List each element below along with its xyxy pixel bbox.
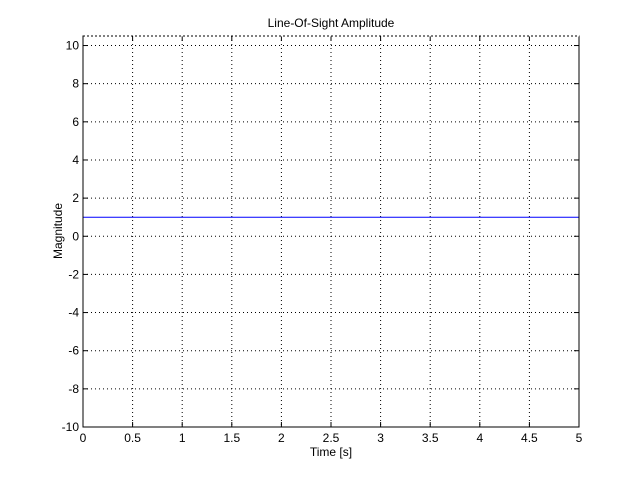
y-tick-label: 10 — [66, 39, 80, 53]
x-tick-label: 4 — [476, 431, 483, 445]
x-tick-label: 2 — [278, 431, 285, 445]
x-tick-label: 1.5 — [223, 431, 240, 445]
x-tick-label: 5 — [576, 431, 583, 445]
tick-marks — [82, 35, 580, 428]
y-tick-label: -6 — [68, 344, 79, 358]
x-tick-label: 3.5 — [422, 431, 439, 445]
y-tick-label: -8 — [68, 382, 79, 396]
y-axis-label: Magnitude — [51, 203, 65, 259]
y-tick-label: 0 — [72, 229, 79, 243]
x-tick-label: 0 — [80, 431, 87, 445]
x-tick-label: 3 — [377, 431, 384, 445]
y-tick-label: 8 — [72, 77, 79, 91]
y-tick-label: 2 — [72, 191, 79, 205]
y-tick-label: 6 — [72, 115, 79, 129]
y-tick-label: 4 — [72, 153, 79, 167]
y-tick-label: -4 — [68, 306, 79, 320]
y-tick-labels: -10 -8 -6 -4 -2 0 2 4 6 8 10 — [62, 39, 80, 434]
plot-area — [83, 36, 579, 427]
x-tick-label: 2.5 — [323, 431, 340, 445]
y-tick-label: -10 — [62, 420, 80, 434]
x-axis-label: Time [s] — [310, 445, 352, 459]
x-tick-label: 0.5 — [124, 431, 141, 445]
chart-title: Line-Of-Sight Amplitude — [268, 16, 395, 30]
x-tick-labels: 0 0.5 1 1.5 2 2.5 3 3.5 4 4.5 5 — [80, 431, 583, 445]
y-tick-label: -2 — [68, 267, 79, 281]
x-tick-label: 4.5 — [521, 431, 538, 445]
x-tick-label: 1 — [179, 431, 186, 445]
grid-lines — [83, 36, 579, 427]
